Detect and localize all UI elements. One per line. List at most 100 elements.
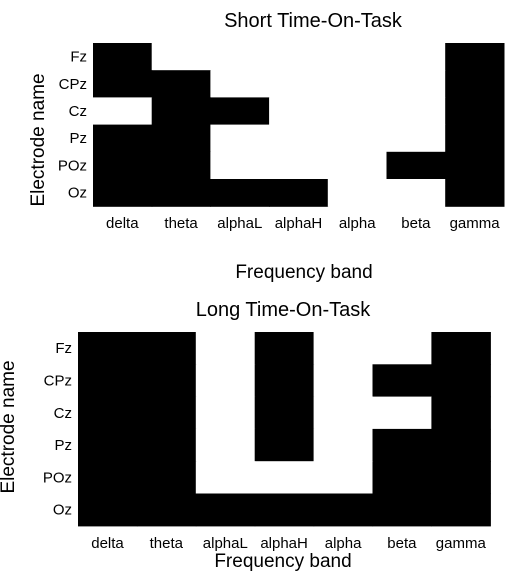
y-tick-label: Cz — [69, 103, 87, 120]
heatmap-cell — [445, 151, 505, 180]
heatmap-cell — [195, 493, 256, 527]
heatmap-cell — [445, 124, 505, 153]
heatmap-cell — [151, 124, 211, 153]
heatmap-cell — [327, 97, 388, 126]
y-tick-label: CPz — [44, 372, 72, 389]
heatmap-cell — [254, 396, 315, 430]
x-tick-label: alphaL — [217, 215, 262, 232]
heatmap-cell — [313, 461, 374, 495]
x-tick-label: gamma — [450, 215, 501, 232]
heatmap-cell — [78, 461, 138, 495]
heatmap-cell — [195, 428, 256, 462]
heatmap-cell — [136, 428, 197, 462]
x-tick-label: theta — [150, 535, 184, 552]
heatmap-cell — [327, 70, 388, 98]
heatmap-cell — [151, 43, 211, 71]
x-axis-label: Frequency band — [235, 262, 372, 283]
heatmap-cell — [386, 151, 446, 180]
heatmap-cell — [254, 332, 315, 365]
heatmap-cell — [136, 461, 197, 495]
x-tick-label: gamma — [436, 535, 487, 552]
y-tick-label: CPz — [59, 76, 87, 93]
heatmap-cell — [431, 396, 491, 430]
y-axis-label: Electrode name — [0, 360, 19, 493]
heatmap-cell — [269, 70, 329, 98]
heatmap-cell — [445, 179, 505, 207]
x-tick-label: alpha — [325, 535, 362, 552]
heatmap-cell — [372, 461, 432, 495]
heatmap-cell — [327, 124, 388, 153]
heatmap-cell — [327, 179, 388, 207]
heatmap-long-time-on-task: Long Time-On-Task Electrode name Frequen… — [0, 299, 491, 572]
heatmap-cell — [313, 493, 374, 527]
heatmap-cell — [151, 151, 211, 180]
x-axis-label: Frequency band — [214, 551, 351, 572]
heatmap-cell — [269, 179, 329, 207]
heatmap-cell — [269, 124, 329, 153]
y-tick-label: Oz — [53, 502, 72, 519]
heatmap-cell — [386, 179, 446, 207]
x-tick-labels: delta theta alphaL alphaH alpha beta gamma — [106, 215, 500, 232]
y-axis-label: Electrode name — [28, 73, 49, 206]
heatmap-cell — [78, 428, 138, 462]
heatmap-cell — [78, 364, 138, 398]
heatmap-short-time-on-task: Short Time-On-Task Electrode name Freque… — [28, 10, 505, 283]
heatmap-cell — [93, 179, 153, 207]
y-tick-label: POz — [43, 469, 72, 486]
heatmap-cell — [372, 332, 432, 365]
chart-title: Short Time-On-Task — [224, 10, 403, 32]
heatmap-cell — [431, 332, 491, 365]
heatmap-cell — [93, 97, 153, 126]
heatmap-cell — [445, 70, 505, 98]
heatmap-cell — [210, 179, 270, 207]
y-tick-label: Pz — [54, 437, 72, 454]
x-tick-label: alphaL — [203, 535, 248, 552]
heatmap-cell — [210, 124, 270, 153]
heatmap-cells — [78, 332, 491, 527]
heatmap-cell — [210, 151, 270, 180]
heatmap-cell — [386, 97, 446, 126]
heatmap-cell — [78, 332, 138, 365]
x-tick-label: alphaH — [275, 215, 323, 232]
heatmap-cell — [327, 151, 388, 180]
heatmap-cell — [313, 332, 374, 365]
heatmap-cell — [372, 428, 432, 462]
heatmap-cell — [372, 364, 432, 398]
heatmap-cell — [93, 124, 153, 153]
heatmap-cell — [431, 493, 491, 527]
heatmap-cell — [195, 396, 256, 430]
heatmap-cell — [386, 43, 446, 71]
heatmap-cell — [254, 461, 315, 495]
heatmap-cell — [445, 43, 505, 71]
heatmap-cell — [93, 70, 153, 98]
heatmap-cell — [93, 151, 153, 180]
y-tick-label: Cz — [54, 405, 72, 422]
heatmap-cell — [210, 43, 270, 71]
heatmap-cell — [269, 43, 329, 71]
y-tick-label: Oz — [68, 185, 87, 202]
x-tick-label: theta — [164, 215, 198, 232]
heatmap-cell — [445, 97, 505, 126]
heatmap-cell — [431, 364, 491, 398]
heatmap-cell — [136, 332, 197, 365]
x-tick-label: delta — [106, 215, 139, 232]
heatmap-cell — [151, 179, 211, 207]
heatmap-cell — [195, 461, 256, 495]
heatmap-cell — [431, 428, 491, 462]
y-tick-labels: Fz CPz Cz Pz POz Oz — [58, 49, 87, 202]
heatmap-cell — [78, 396, 138, 430]
heatmap-cell — [136, 364, 197, 398]
x-tick-label: alphaH — [260, 535, 308, 552]
heatmap-cell — [136, 493, 197, 527]
heatmap-cell — [313, 428, 374, 462]
heatmap-cell — [151, 97, 211, 126]
heatmap-cell — [210, 97, 270, 126]
x-tick-labels: delta theta alphaL alphaH alpha beta gamma — [91, 535, 486, 552]
y-tick-labels: Fz CPz Cz Pz POz Oz — [43, 340, 72, 518]
heatmap-cell — [93, 43, 153, 71]
heatmap-cell — [254, 428, 315, 462]
chart-title: Long Time-On-Task — [196, 299, 372, 321]
heatmap-cell — [254, 493, 315, 527]
y-tick-label: Pz — [69, 130, 87, 147]
